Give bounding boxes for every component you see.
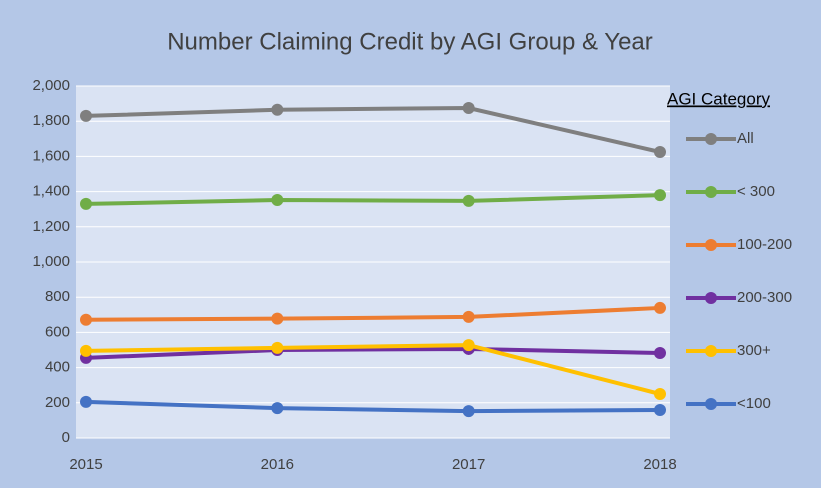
data-point [271, 312, 284, 325]
data-point [462, 405, 475, 418]
x-tick-label: 2018 [643, 456, 676, 473]
series-line [85, 193, 661, 206]
y-tick-label: 0 [62, 429, 70, 446]
data-point [80, 109, 92, 122]
chart-title: Number Claiming Credit by AGI Group & Ye… [167, 28, 653, 55]
data-point [462, 339, 475, 352]
data-point [654, 346, 666, 359]
legend-marker [705, 292, 717, 304]
y-tick-label: 400 [45, 359, 70, 376]
data-point [271, 402, 284, 415]
y-tick-label: 1,800 [32, 112, 70, 129]
x-tick-label: 2015 [69, 456, 102, 473]
data-point [80, 395, 92, 408]
data-point [654, 146, 666, 158]
legend-marker [705, 398, 717, 410]
legend-marker [705, 239, 717, 251]
data-point [654, 301, 666, 314]
legend-marker [705, 345, 717, 357]
y-tick-label: 2,000 [32, 77, 70, 94]
data-point [462, 194, 475, 207]
y-tick-label: 1,000 [32, 253, 70, 270]
legend-label: <100 [737, 395, 771, 412]
data-point [80, 313, 92, 326]
data-point [80, 197, 92, 210]
series-line [85, 399, 661, 414]
legend-label: 300+ [737, 342, 771, 359]
data-point [654, 388, 666, 400]
data-point [271, 103, 284, 116]
data-point [462, 310, 475, 323]
legend-title: AGI Category [667, 89, 770, 108]
legend-label: 100-200 [737, 236, 792, 253]
series-line [85, 105, 661, 154]
y-tick-label: 1,600 [32, 147, 70, 164]
data-point [271, 341, 284, 354]
x-tick-label: 2017 [452, 456, 485, 473]
data-point [271, 194, 284, 207]
series-line [85, 343, 661, 396]
data-point [654, 189, 666, 202]
data-point [462, 102, 475, 114]
y-tick-label: 800 [45, 288, 70, 305]
legend-marker [705, 133, 717, 145]
y-tick-label: 200 [45, 394, 70, 411]
y-tick-label: 600 [45, 323, 70, 340]
legend-label: < 300 [737, 183, 775, 200]
data-point [80, 344, 92, 357]
series-line [85, 305, 661, 322]
y-tick-label: 1,400 [32, 183, 70, 200]
y-tick-label: 1,200 [32, 218, 70, 235]
legend-marker [705, 186, 717, 198]
series-line [85, 346, 661, 360]
legend-label: 200-300 [737, 289, 792, 306]
legend-label: All [737, 130, 754, 147]
data-point [654, 404, 666, 417]
x-tick-label: 2016 [261, 456, 294, 473]
